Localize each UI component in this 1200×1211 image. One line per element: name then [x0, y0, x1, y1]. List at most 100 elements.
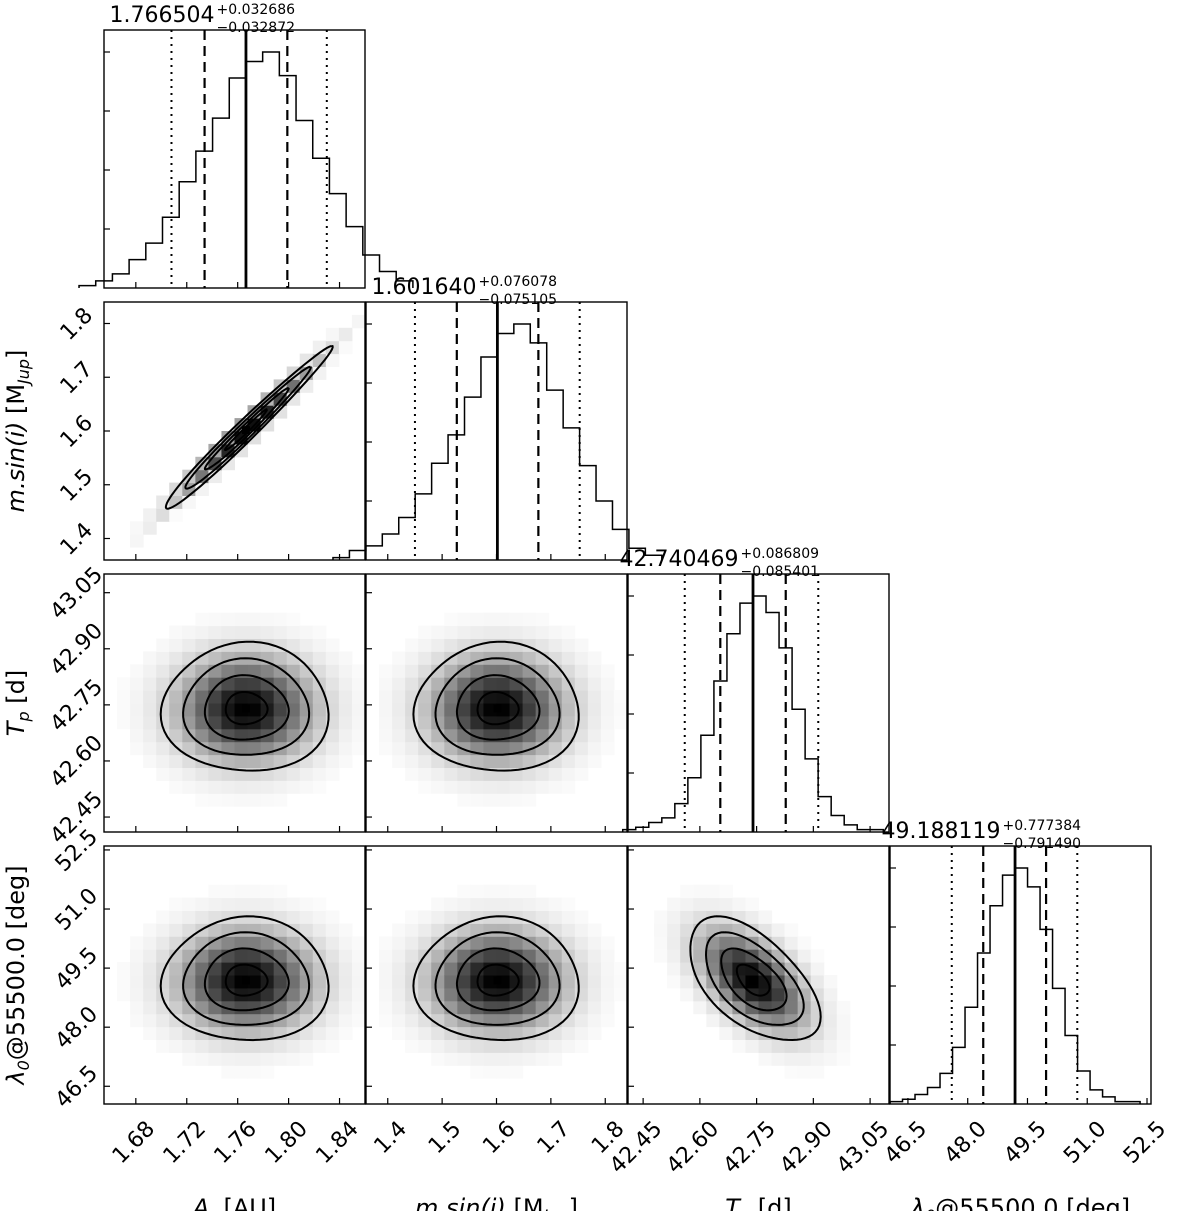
- density-cell: [143, 936, 157, 950]
- density-cell: [771, 1039, 786, 1053]
- density-cell: [195, 1000, 209, 1015]
- density-cell: [195, 728, 209, 743]
- density-cell: [784, 923, 799, 937]
- density-cell: [338, 690, 353, 704]
- density-cell: [247, 1026, 262, 1040]
- density-cell: [600, 664, 615, 678]
- panel-title-value: 1.766504: [110, 3, 215, 28]
- density-cell: [169, 715, 183, 730]
- density-cell: [771, 975, 786, 989]
- density-cell: [234, 1039, 249, 1053]
- density-cell: [273, 975, 288, 989]
- density-cell: [208, 936, 222, 950]
- density-cell: [771, 1026, 786, 1040]
- density-cell: [418, 975, 432, 989]
- density-cell: [392, 1013, 406, 1028]
- density-cell: [405, 1026, 419, 1040]
- density-cell: [286, 638, 301, 652]
- density-cell: [234, 936, 249, 950]
- density-cell: [587, 664, 602, 678]
- density-cell: [418, 651, 432, 665]
- density-cell: [509, 936, 524, 950]
- density-cell: [169, 1039, 183, 1053]
- density-cell: [522, 664, 537, 678]
- density-cell: [312, 923, 327, 937]
- density-cell: [221, 741, 235, 756]
- density-cell: [130, 677, 144, 691]
- density-cell: [444, 780, 458, 794]
- density-cell: [182, 1026, 196, 1040]
- density-cell: [325, 910, 340, 924]
- density-cell: [483, 923, 497, 937]
- density-cell: [260, 884, 275, 899]
- density-cell: [260, 1052, 275, 1066]
- density-cell: [719, 923, 733, 937]
- density-cell: [286, 379, 301, 393]
- density-cell: [379, 987, 393, 1002]
- density-cell: [706, 884, 720, 899]
- density-cell: [509, 987, 524, 1002]
- density-cell: [574, 1026, 589, 1040]
- density-cell: [299, 703, 314, 717]
- density-cell: [600, 936, 615, 950]
- density-cell: [195, 780, 209, 794]
- density-cell: [392, 728, 406, 743]
- density-cell: [338, 949, 353, 963]
- density-cell: [299, 1026, 314, 1040]
- x-tick-label: 42.90: [775, 1117, 837, 1179]
- density-cell: [771, 987, 786, 1002]
- density-cell: [247, 936, 262, 950]
- density-cell: [273, 923, 288, 937]
- density-cell: [156, 923, 170, 937]
- density-cell: [797, 1052, 812, 1066]
- y-tick-label: 42.60: [46, 731, 108, 793]
- density-cell: [509, 703, 524, 717]
- density-cell: [548, 677, 563, 691]
- density-cell: [260, 1026, 275, 1040]
- density-cell: [379, 715, 393, 730]
- density-panel-msini-lambda0: [365, 845, 628, 1105]
- panel-title-plus: +0.032686: [217, 2, 296, 18]
- contour-line: [476, 691, 520, 726]
- density-cell: [680, 884, 694, 899]
- density-cell: [117, 677, 131, 691]
- density-cell: [745, 897, 759, 911]
- density-cell: [325, 923, 340, 937]
- density-cell: [299, 741, 314, 756]
- density-cell: [182, 910, 196, 924]
- density-cell: [247, 431, 262, 445]
- density-cell: [338, 923, 353, 937]
- density-cell: [509, 780, 524, 794]
- density-cell: [444, 1052, 458, 1066]
- density-cell: [312, 715, 327, 730]
- density-cell: [784, 1052, 799, 1066]
- density-cell: [587, 936, 602, 950]
- y-tick-label: 42.90: [46, 619, 108, 681]
- density-cell: [444, 612, 458, 627]
- density-cell: [234, 1026, 249, 1040]
- density-cell: [496, 1052, 511, 1066]
- density-cell: [273, 728, 288, 743]
- density-cell: [444, 975, 458, 989]
- density-cell: [823, 1026, 838, 1040]
- density-cell: [351, 690, 365, 704]
- density-cell: [522, 949, 537, 963]
- density-cell: [405, 923, 419, 937]
- density-cell: [182, 1013, 196, 1028]
- density-cell: [169, 987, 183, 1002]
- density-cell: [522, 793, 537, 807]
- density-cell: [392, 741, 406, 756]
- density-cell: [483, 625, 497, 639]
- density-cell: [195, 897, 209, 911]
- density-cell: [693, 1000, 707, 1015]
- density-cell: [561, 923, 576, 937]
- density-cell: [208, 767, 222, 781]
- density-cell: [470, 664, 484, 678]
- density-cell: [156, 975, 170, 989]
- density-cell: [221, 715, 235, 730]
- density-cell: [169, 638, 183, 652]
- density-cell: [247, 884, 262, 899]
- density-cell: [823, 1013, 838, 1028]
- density-cell: [182, 975, 196, 989]
- panel-title-minus: −0.085401: [741, 564, 820, 580]
